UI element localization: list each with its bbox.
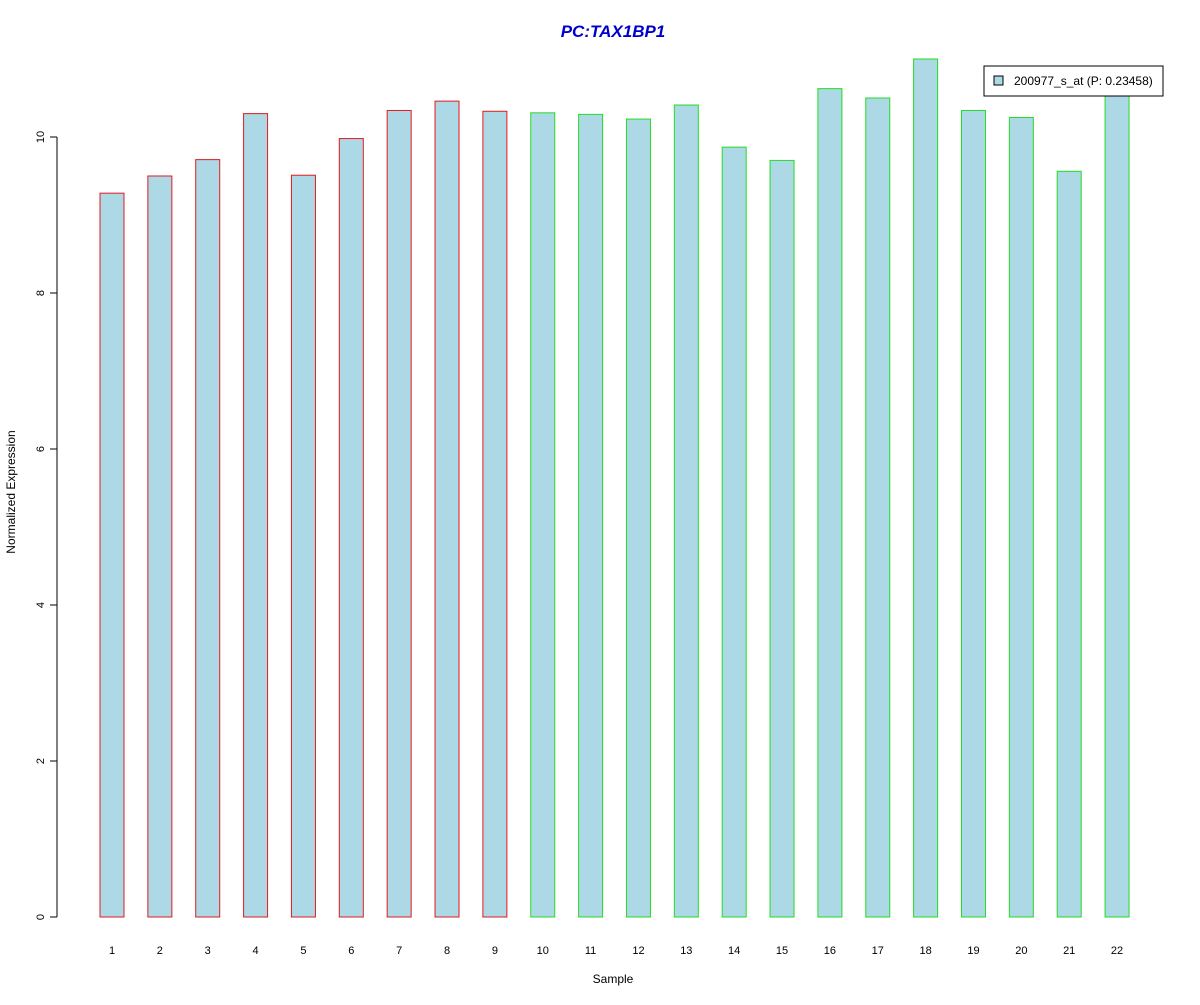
x-tick-label: 22 <box>1111 945 1123 957</box>
x-tick-label: 9 <box>492 945 498 957</box>
bar-sample-18 <box>913 58 939 918</box>
bar-sample-3 <box>195 159 221 918</box>
x-tick-label: 19 <box>967 945 979 957</box>
bar-sample-22 <box>1104 89 1130 918</box>
y-tick-label: 6 <box>35 446 47 452</box>
bar-sample-15 <box>769 159 795 918</box>
y-axis-label: Normalized Expression <box>4 430 18 553</box>
legend-swatch <box>993 75 1004 86</box>
bar-sample-1 <box>99 192 125 918</box>
x-tick-label: 20 <box>1015 945 1027 957</box>
x-tick-label: 11 <box>585 945 596 957</box>
bar-sample-8 <box>434 100 460 918</box>
x-tick-label: 2 <box>157 945 163 957</box>
bar-sample-10 <box>530 112 556 918</box>
x-tick-label: 18 <box>919 945 931 957</box>
bar-sample-20 <box>1008 117 1034 918</box>
bars-group <box>99 58 1130 918</box>
x-tick-label: 15 <box>776 945 788 957</box>
bar-sample-16 <box>817 88 843 918</box>
bar-sample-12 <box>625 118 651 918</box>
y-axis: 0 2 4 6 8 10 <box>35 131 58 920</box>
x-tick-labels: 1 2 3 4 5 6 7 8 9 10 11 12 13 14 15 16 17 18 19 20 21 22 <box>109 945 1123 957</box>
x-tick-label: 6 <box>348 945 354 957</box>
y-tick-label: 0 <box>35 914 47 920</box>
bar-sample-7 <box>386 109 412 918</box>
bar-sample-17 <box>865 97 891 918</box>
y-tick-label: 4 <box>35 602 47 608</box>
x-tick-label: 13 <box>680 945 692 957</box>
x-tick-label: 5 <box>300 945 306 957</box>
bar-sample-13 <box>673 104 699 918</box>
x-tick-label: 10 <box>537 945 549 957</box>
bar-sample-14 <box>721 146 747 918</box>
x-tick-label: 21 <box>1063 945 1075 957</box>
bar-sample-2 <box>147 175 173 918</box>
x-tick-label: 12 <box>632 945 644 957</box>
chart-title: PC:TAX1BP1 <box>561 22 666 41</box>
y-tick-label: 10 <box>35 131 47 143</box>
x-tick-label: 4 <box>253 945 259 957</box>
x-tick-label: 16 <box>824 945 836 957</box>
bar-sample-11 <box>578 113 604 918</box>
legend-box <box>983 65 1164 97</box>
x-tick-label: 8 <box>444 945 450 957</box>
y-tick-label: 2 <box>35 758 47 764</box>
legend-label: 200977_s_at (P: 0.23458) <box>1014 74 1153 88</box>
bar-sample-6 <box>338 138 364 918</box>
x-axis-label: Sample <box>593 972 634 986</box>
bar-sample-19 <box>960 109 986 918</box>
bar-sample-5 <box>290 174 316 918</box>
x-tick-label: 17 <box>872 945 884 957</box>
x-tick-label: 14 <box>728 945 740 957</box>
y-tick-label: 8 <box>35 290 47 296</box>
bar-sample-4 <box>243 113 269 918</box>
legend: 200977_s_at (P: 0.23458) <box>983 65 1164 97</box>
bar-sample-9 <box>482 110 508 918</box>
x-tick-label: 7 <box>396 945 402 957</box>
x-tick-label: 1 <box>109 945 115 957</box>
x-tick-label: 3 <box>205 945 211 957</box>
bar-sample-21 <box>1056 170 1082 918</box>
